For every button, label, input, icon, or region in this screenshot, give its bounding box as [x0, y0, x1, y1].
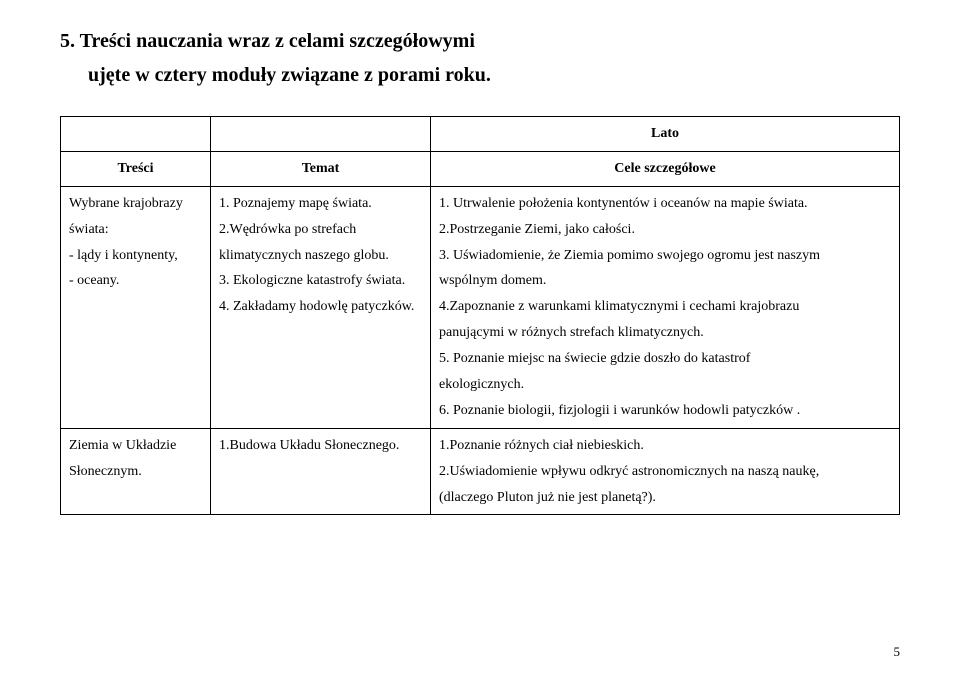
- season-header: Lato: [431, 117, 900, 152]
- text-line: 5. Poznanie miejsc na świecie gdzie dosz…: [439, 346, 891, 372]
- text-line: 2.Wędrówka po strefach: [219, 217, 422, 243]
- section-heading: 5. Treści nauczania wraz z celami szczeg…: [60, 24, 900, 92]
- text-line: (dlaczego Pluton już nie jest planetą?).: [439, 485, 891, 511]
- text-line: 4.Zapoznanie z warunkami klimatycznymi i…: [439, 294, 891, 320]
- cell-cele-1: 1. Utrwalenie położenia kontynentów i oc…: [431, 186, 900, 428]
- text-line: 1. Poznajemy mapę świata.: [219, 191, 422, 217]
- text-line: panującymi w różnych strefach klimatyczn…: [439, 320, 891, 346]
- cell-temat-2: 1.Budowa Układu Słonecznego.: [211, 428, 431, 515]
- heading-line-1: 5. Treści nauczania wraz z celami szczeg…: [60, 24, 900, 58]
- text-line: 1. Utrwalenie położenia kontynentów i oc…: [439, 191, 891, 217]
- text-line: Wybrane krajobrazy: [69, 191, 202, 217]
- text-line: - oceany.: [69, 268, 202, 294]
- text-line: 2.Uświadomienie wpływu odkryć astronomic…: [439, 459, 891, 485]
- column-header-temat: Temat: [211, 151, 431, 186]
- cell-tresci-1: Wybrane krajobrazy świata: - lądy i kont…: [61, 186, 211, 428]
- column-header-cele: Cele szczegółowe: [431, 151, 900, 186]
- cell-cele-2: 1.Poznanie różnych ciał niebieskich. 2.U…: [431, 428, 900, 515]
- empty-header-cell-1: [61, 117, 211, 152]
- text-line: 3. Uświadomienie, że Ziemia pomimo swoje…: [439, 243, 891, 269]
- table-row: Wybrane krajobrazy świata: - lądy i kont…: [61, 186, 900, 428]
- empty-header-cell-2: [211, 117, 431, 152]
- page-number: 5: [894, 644, 901, 660]
- text-line: 1.Poznanie różnych ciał niebieskich.: [439, 433, 891, 459]
- text-line: 2.Postrzeganie Ziemi, jako całości.: [439, 217, 891, 243]
- document-page: 5. Treści nauczania wraz z celami szczeg…: [0, 0, 960, 674]
- curriculum-table: Lato Treści Temat Cele szczegółowe Wybra…: [60, 116, 900, 515]
- column-header-tresci: Treści: [61, 151, 211, 186]
- cell-tresci-2: Ziemia w Układzie Słonecznym.: [61, 428, 211, 515]
- text-line: - lądy i kontynenty,: [69, 243, 202, 269]
- text-line: Ziemia w Układzie: [69, 433, 202, 459]
- text-line: klimatycznych naszego globu.: [219, 243, 422, 269]
- text-line: 4. Zakładamy hodowlę patyczków.: [219, 294, 422, 320]
- text-line: świata:: [69, 217, 202, 243]
- text-line: 1.Budowa Układu Słonecznego.: [219, 433, 422, 459]
- text-line: ekologicznych.: [439, 372, 891, 398]
- cell-temat-1: 1. Poznajemy mapę świata. 2.Wędrówka po …: [211, 186, 431, 428]
- text-line: Słonecznym.: [69, 459, 202, 485]
- text-line: 6. Poznanie biologii, fizjologii i warun…: [439, 398, 891, 424]
- text-line: 3. Ekologiczne katastrofy świata.: [219, 268, 422, 294]
- text-line: wspólnym domem.: [439, 268, 891, 294]
- heading-line-2: ujęte w cztery moduły związane z porami …: [60, 58, 900, 92]
- table-row: Ziemia w Układzie Słonecznym. 1.Budowa U…: [61, 428, 900, 515]
